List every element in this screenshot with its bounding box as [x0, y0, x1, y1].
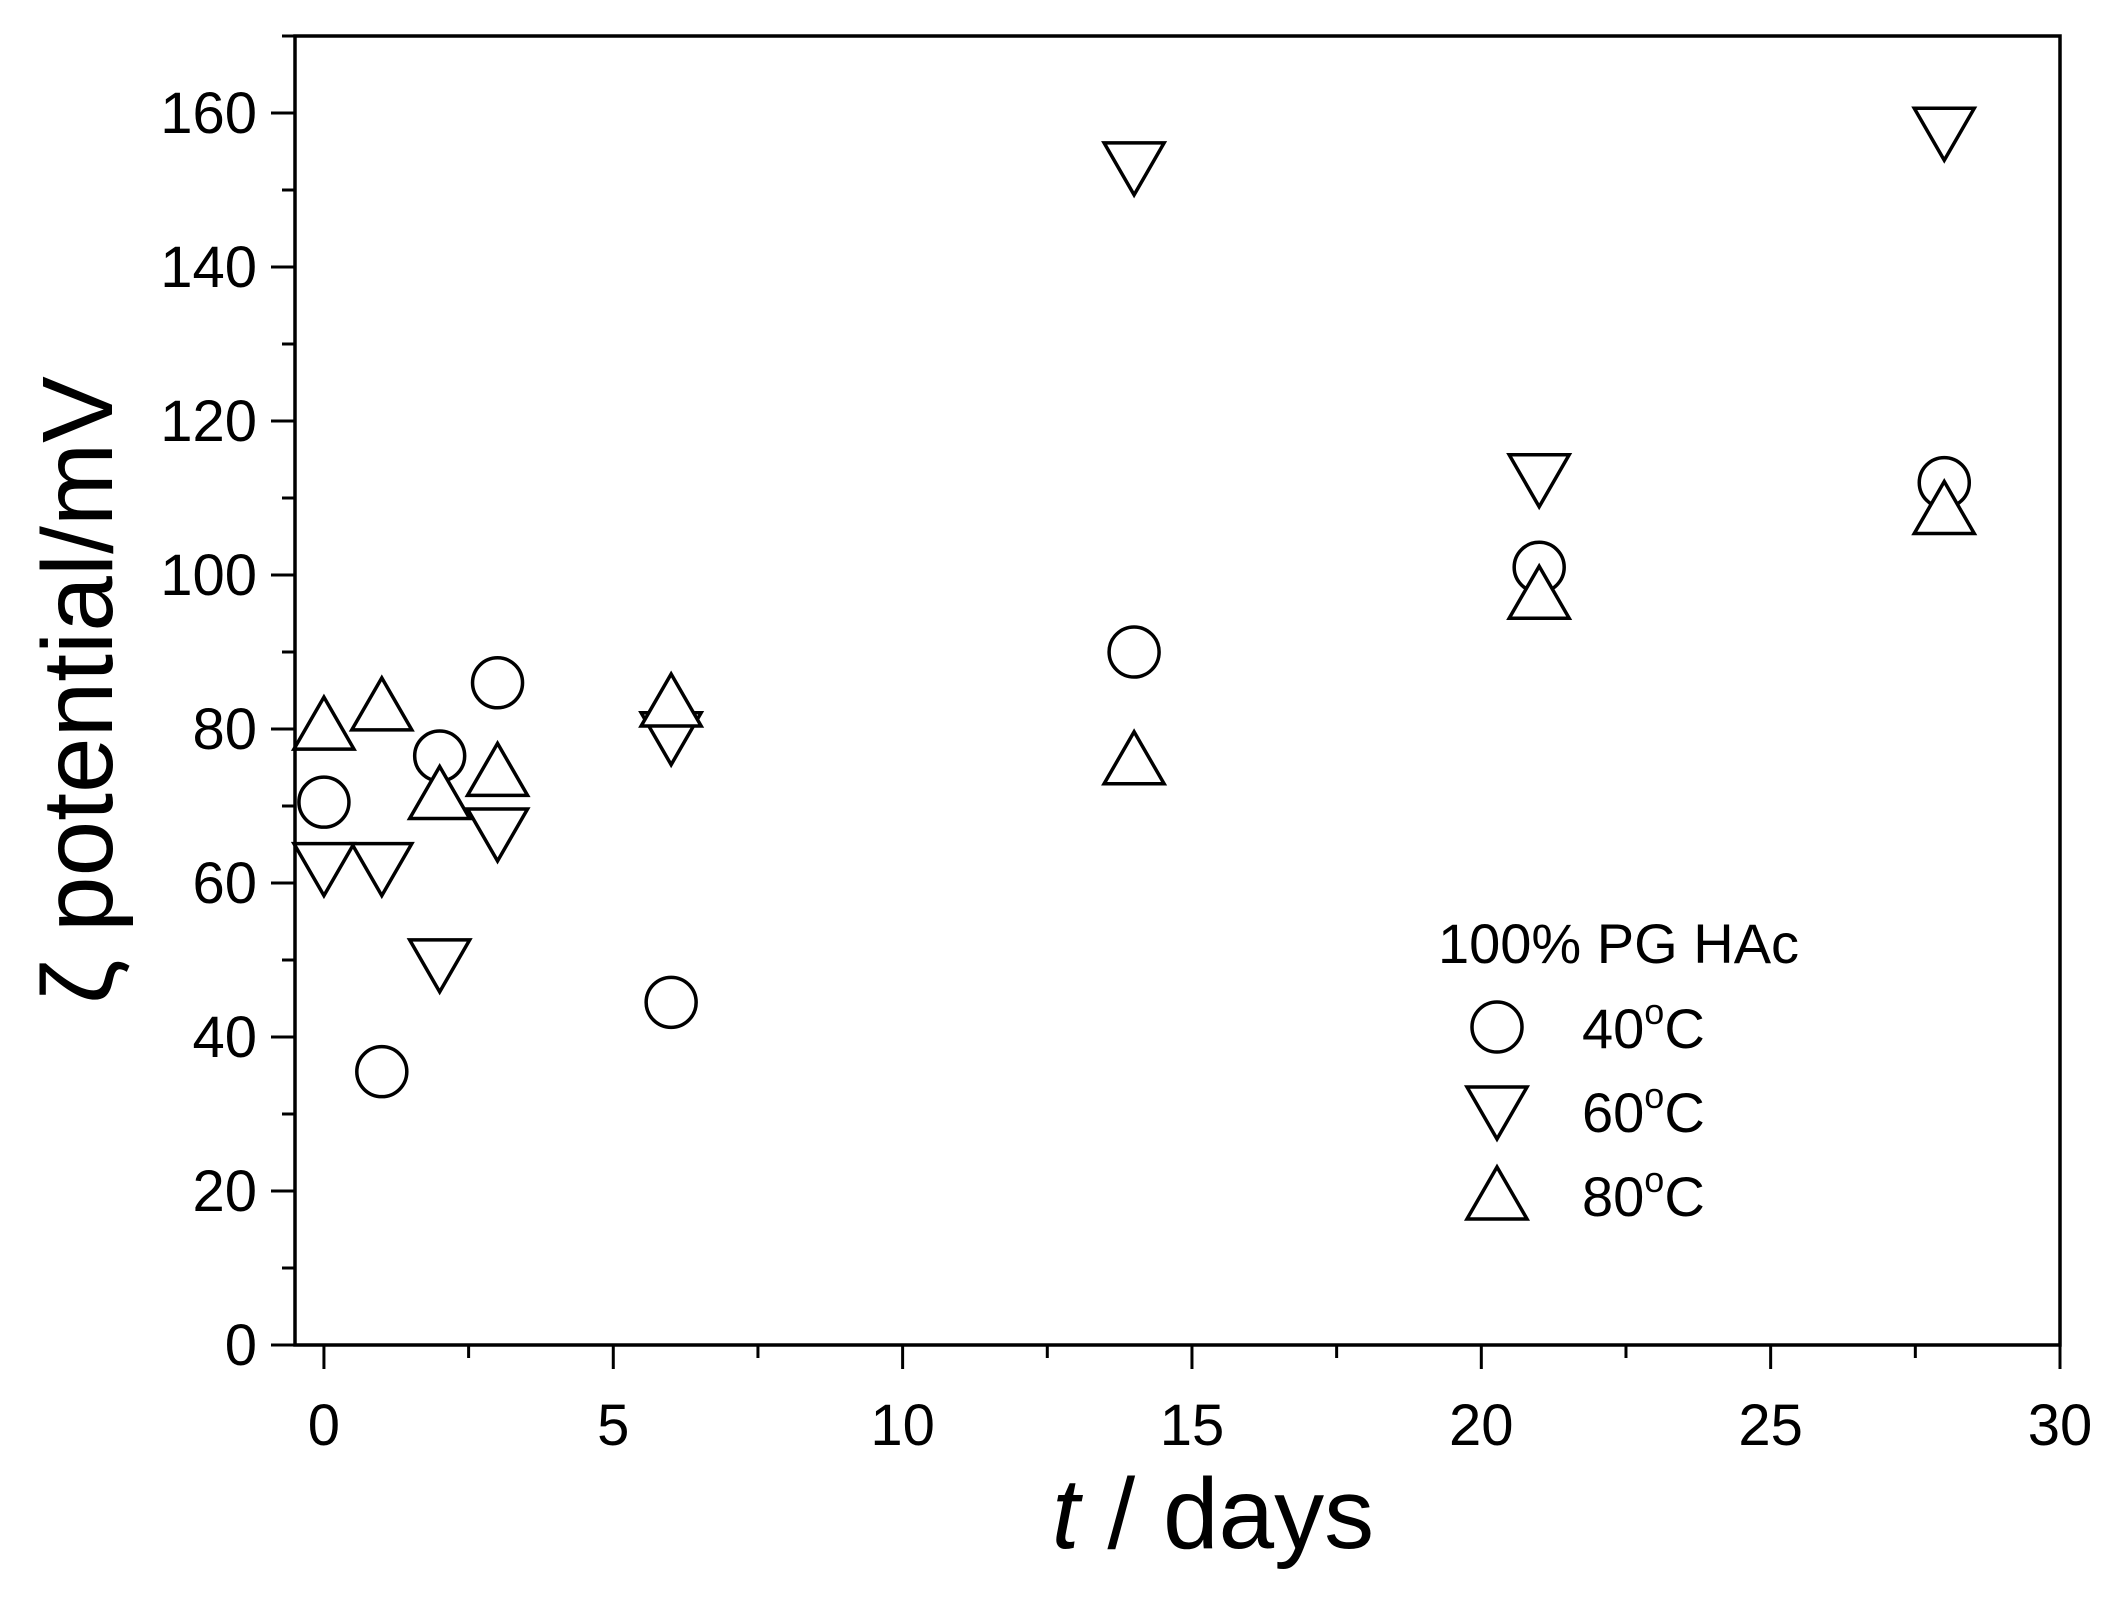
y-axis-symbol: ζ: [22, 960, 134, 1004]
data-point-series-0: [644, 975, 698, 1030]
data-point-series-1: [464, 807, 531, 865]
legend-label: 80oC: [1582, 1159, 1705, 1228]
x-tick-label: 15: [1160, 1393, 1225, 1458]
data-point-series-1: [406, 938, 473, 996]
data-point-series-2: [1101, 728, 1168, 786]
data-markers: [290, 106, 1978, 1099]
legend-title: 100% PG HAc: [1438, 912, 1799, 975]
y-tick-label: 20: [192, 1159, 257, 1224]
plot-frame: [293, 34, 2062, 1347]
legend-marker-series-2: [1463, 1163, 1531, 1221]
x-tick-label: 20: [1449, 1393, 1514, 1458]
legend-marker-series-1: [1463, 1085, 1531, 1143]
data-point-series-0: [1107, 625, 1161, 679]
x-tick-label: 25: [1738, 1393, 1803, 1458]
x-axis-ticks: 0 5 10 15 20 25 30: [308, 1345, 2092, 1458]
y-tick-label: 80: [192, 697, 257, 762]
x-axis-label-text: / days: [1080, 1458, 1375, 1570]
y-tick-label: 140: [160, 235, 257, 300]
data-point-series-1: [1101, 141, 1168, 199]
data-point-series-2: [1506, 562, 1573, 620]
data-point-series-0: [297, 775, 351, 829]
data-point-series-1: [1911, 106, 1978, 164]
x-axis-title: t / days: [1052, 1458, 1374, 1570]
data-point-series-0: [470, 656, 525, 710]
legend-marker-series-0: [1470, 1000, 1524, 1054]
y-axis-ticks: 0 20 40 60 80 100 120 140 160: [160, 34, 295, 1378]
data-point-series-2: [348, 674, 415, 732]
legend: 100% PG HAc 40oC 60oC 80oC: [1438, 912, 1799, 1228]
legend-entries: 40oC 60oC 80oC: [1463, 991, 1705, 1228]
data-point-series-2: [1911, 478, 1978, 536]
y-tick-label: 60: [192, 851, 257, 916]
data-point-series-1: [348, 841, 415, 900]
y-axis-label-text: potential/mV: [22, 376, 134, 960]
data-point-series-1: [290, 841, 357, 900]
y-tick-label: 160: [160, 81, 257, 146]
y-axis-title: ζ potential/mV: [22, 376, 134, 1004]
x-tick-label: 5: [597, 1393, 629, 1458]
x-tick-label: 0: [308, 1393, 340, 1458]
data-point-series-0: [355, 1044, 409, 1099]
data-point-series-2: [638, 670, 705, 728]
data-point-series-2: [406, 762, 473, 821]
data-point-series-2: [290, 693, 357, 751]
data-point-series-1: [1506, 453, 1573, 511]
x-tick-label: 30: [2028, 1393, 2093, 1458]
data-point-series-2: [464, 739, 531, 798]
x-tick-label: 10: [870, 1393, 935, 1458]
x-axis-symbol: t: [1052, 1458, 1084, 1570]
y-tick-label: 120: [160, 389, 257, 454]
y-tick-label: 0: [225, 1313, 257, 1378]
legend-label: 40oC: [1582, 991, 1705, 1060]
y-tick-label: 100: [160, 543, 257, 608]
y-tick-label: 40: [192, 1005, 257, 1070]
legend-label: 60oC: [1582, 1075, 1705, 1144]
